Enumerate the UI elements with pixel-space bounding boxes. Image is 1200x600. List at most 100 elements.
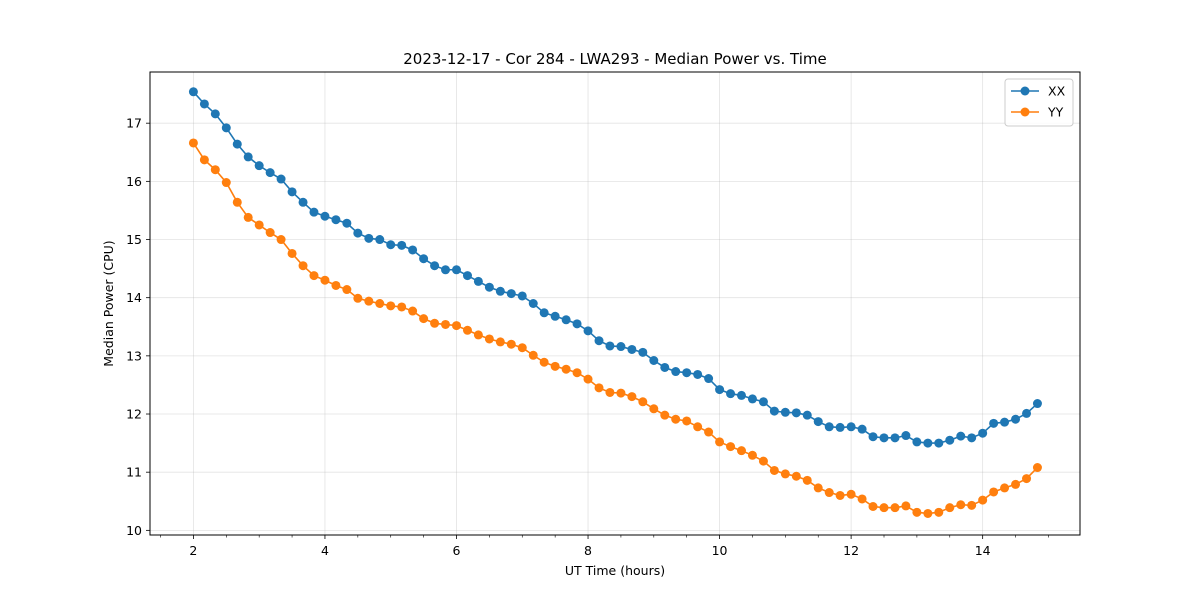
data-point-xx [232,139,242,149]
data-point-xx [758,397,768,407]
data-point-xx [583,326,593,336]
data-point-yy [484,334,494,344]
data-point-xx [276,174,286,184]
data-point-yy [419,314,429,324]
data-point-yy [594,383,604,393]
data-point-xx [572,319,582,329]
data-point-xx [824,422,834,432]
data-point-xx [265,168,275,178]
y-tick-label: 17 [126,116,142,131]
data-point-yy [671,414,681,424]
data-point-xx [539,308,549,318]
data-point-yy [309,271,319,281]
data-point-xx [473,276,483,286]
data-point-yy [364,296,374,306]
data-point-yy [923,508,933,518]
plot-frame [149,71,1081,536]
data-point-yy [550,361,560,371]
y-tick-label: 12 [126,407,142,422]
data-point-yy [802,475,812,485]
data-point-xx [1011,414,1021,424]
data-point-xx [802,410,812,420]
data-point-yy [989,487,999,497]
axis-ticks: 2 4 6 8 10 12 14 10 11 12 13 14 15 16 17 [126,116,1049,558]
data-point-xx [715,385,725,395]
data-point-yy [627,392,637,402]
data-point-yy [890,503,900,513]
data-point-yy [1032,463,1042,473]
data-point-yy [868,502,878,511]
data-point-yy [824,488,834,498]
data-point-xx [495,286,505,296]
data-point-yy [331,280,341,290]
data-point-xx [594,336,604,346]
data-point-yy [901,501,911,511]
data-point-xx [188,87,198,97]
y-tick-label: 16 [126,174,142,189]
data-point-yy [430,318,440,328]
data-point-xx [616,342,626,352]
data-point-xx [408,245,418,255]
y-tick-label: 15 [126,232,142,247]
data-point-yy [638,397,648,407]
data-point-yy [265,228,275,238]
data-point-xx [945,435,955,445]
data-point-yy [967,500,977,510]
y-tick-label: 10 [126,523,142,538]
data-point-yy [320,275,330,285]
data-point-xx [386,240,396,250]
legend-label-yy: YY [1047,105,1064,120]
data-point-xx [660,362,670,372]
y-tick-label: 14 [126,290,142,305]
data-point-xx [550,311,560,321]
chart-title: 2023-12-17 - Cor 284 - LWA293 - Median P… [403,50,827,68]
data-point-xx [747,394,757,404]
data-point-xx [375,235,385,245]
data-point-xx [441,265,451,275]
data-point-xx [704,374,714,384]
data-point-xx [769,406,779,416]
data-point-yy [528,350,538,360]
data-point-yy [736,446,746,456]
data-point-yy [758,456,768,466]
data-point-xx [430,261,440,271]
x-tick-label: 2 [189,543,197,558]
data-point-yy [506,339,516,349]
data-point-xx [835,422,845,432]
data-point-yy [221,178,231,188]
data-point-yy [978,495,988,505]
data-point-xx [682,368,692,378]
data-point-yy [517,343,527,353]
data-point-yy [386,301,396,311]
data-point-xx [934,438,944,448]
series-xx [188,87,1042,448]
data-point-yy [1011,479,1021,489]
data-point-yy [298,261,308,271]
data-point-yy [199,155,209,165]
x-axis-label: UT Time (hours) [565,563,665,578]
data-point-yy [715,437,725,447]
data-point-xx [353,228,363,238]
data-point-xx [331,215,341,225]
data-point-xx [638,347,648,357]
data-point-yy [243,212,253,222]
data-point-yy [857,494,867,504]
data-point-xx [309,207,319,217]
plot-area [150,72,1080,535]
data-point-xx [484,282,494,292]
series-yy [188,138,1042,518]
data-point-xx [912,437,922,447]
data-point-xx [605,341,615,351]
data-point-yy [375,299,385,308]
data-point-yy [846,489,856,499]
x-tick-label: 12 [843,543,859,558]
data-point-xx [451,265,461,275]
legend-label-xx: XX [1048,84,1066,99]
data-point-yy [769,465,779,475]
data-point-yy [572,368,582,378]
x-tick-label: 4 [321,543,329,558]
data-point-xx [1022,408,1032,418]
data-point-xx [561,315,571,325]
data-point-yy [879,503,889,513]
data-point-xx [210,109,220,119]
